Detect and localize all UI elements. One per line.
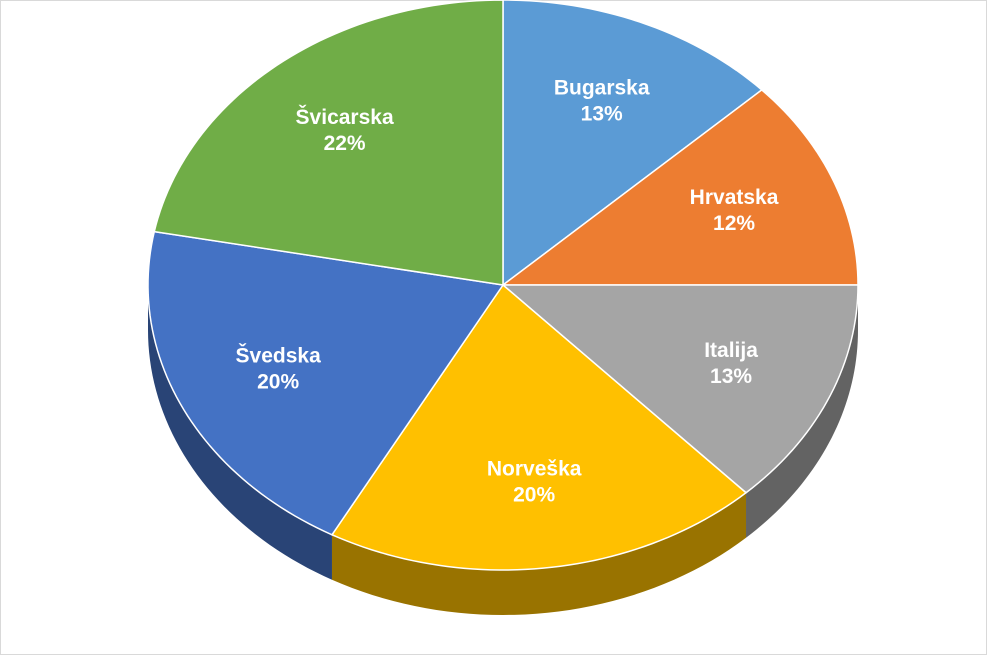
slice-value-label: 22%: [324, 132, 366, 155]
slice: [330, 283, 748, 571]
pie-labels: Bugarska 13% Hrvatska 12% Italija 13% Norveška…: [236, 76, 779, 506]
pie-sides: [148, 285, 858, 615]
slice-side: [746, 285, 858, 538]
slice-category-label: Bugarska: [554, 76, 650, 99]
slice-category-label: Norveška: [487, 457, 582, 480]
slice-category-label: Švicarska: [296, 105, 394, 129]
slice-side: [331, 492, 747, 615]
slice-value-label: 12%: [713, 212, 755, 235]
slice-category-label: Hrvatska: [690, 186, 779, 209]
slice-category-label: Švedska: [236, 343, 322, 367]
slice-value-label: 13%: [581, 102, 623, 125]
slice-category-label: Italija: [704, 339, 758, 362]
slice-side: [148, 285, 332, 580]
slice-value-label: 20%: [257, 370, 299, 393]
slice: [502, 0, 763, 287]
slice-value-label: 20%: [513, 483, 555, 506]
pie-tops: [147, 0, 859, 571]
slice: [147, 230, 505, 536]
slice: [500, 88, 859, 286]
slice-value-label: 13%: [710, 365, 752, 388]
slice: [500, 284, 859, 494]
slice: [153, 0, 504, 286]
